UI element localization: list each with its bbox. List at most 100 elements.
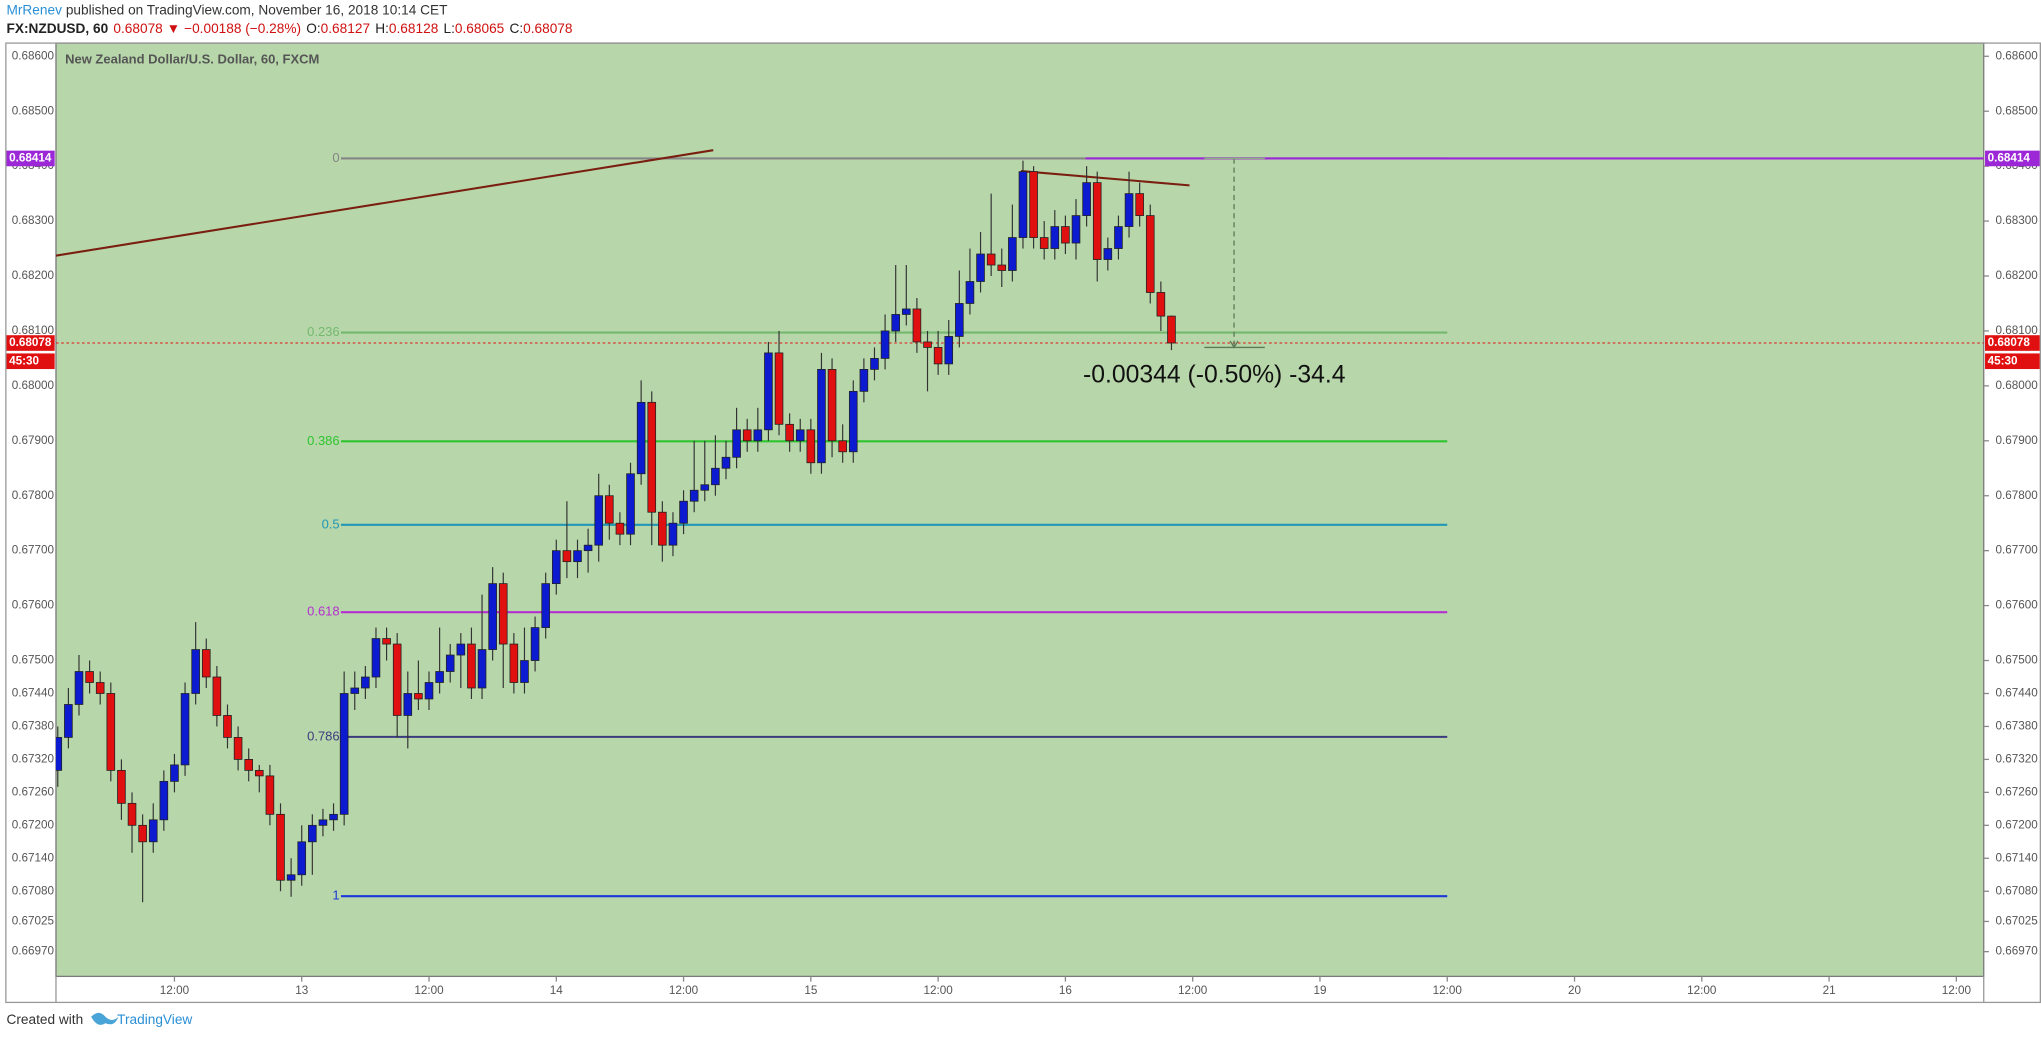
fib-label: 0.786 <box>307 728 340 743</box>
candle-body <box>1071 215 1081 244</box>
x-tick-label: 19 <box>1313 984 1326 997</box>
candle-body <box>414 693 423 700</box>
change: −0.00188 (−0.28%) <box>184 20 301 35</box>
candle-body <box>902 308 911 315</box>
footer-brand[interactable]: TradingView <box>117 1012 192 1027</box>
candle-body <box>1018 171 1028 238</box>
candle-body <box>382 638 391 645</box>
candle-body <box>1145 215 1155 293</box>
y-tick-label: 0.68000 <box>12 379 55 392</box>
y-tick-label: 0.67320 <box>12 752 55 765</box>
y-tick-label: 0.68300 <box>1995 214 2038 227</box>
y-tick-label: 0.67140 <box>12 851 55 864</box>
x-tick-label: 12:00 <box>669 984 699 997</box>
y-tick-label: 0.67320 <box>1995 752 2038 765</box>
candle-body <box>117 769 126 804</box>
y-tick-label: 0.67600 <box>1995 599 2038 612</box>
low: 0.68065 <box>455 20 505 35</box>
price-label: 0.68078 <box>9 336 52 349</box>
candle-body <box>721 456 731 469</box>
candle-body <box>785 423 794 442</box>
candle-body <box>159 780 169 821</box>
x-tick-label: 16 <box>1059 984 1072 997</box>
price-box <box>1985 335 2040 351</box>
fib-label: 0 <box>332 150 339 165</box>
candle-body <box>817 368 826 464</box>
x-tick-label: 12:00 <box>1178 984 1208 997</box>
y-tick-label: 0.68600 <box>12 49 55 62</box>
candle-body <box>711 467 720 486</box>
price-label: 0.68078 <box>1988 336 2031 349</box>
candle-body <box>891 314 900 332</box>
candle-body <box>700 484 710 491</box>
x-tick-label: 12:00 <box>414 984 444 997</box>
candle-body <box>944 336 954 365</box>
candle-body <box>668 522 678 546</box>
x-tick-label: 21 <box>1823 984 1836 997</box>
candle-body <box>64 704 73 738</box>
y-tick-label: 0.67080 <box>12 884 55 897</box>
y-tick-label: 0.67500 <box>1995 654 2038 667</box>
candle-body <box>297 841 307 876</box>
candle-body <box>573 550 582 563</box>
candle-body <box>329 813 338 821</box>
x-tick-label: 12:00 <box>1942 984 1972 997</box>
author[interactable]: MrRenev <box>7 2 63 17</box>
candle-body <box>541 583 550 628</box>
fib-label: 0.236 <box>307 324 340 339</box>
candle-body <box>1156 292 1166 317</box>
candle-body <box>127 802 137 826</box>
candle-body <box>955 303 964 337</box>
candle-body <box>361 676 370 689</box>
x-tick-label: 15 <box>804 984 818 997</box>
candle-body <box>679 500 688 524</box>
candle-body <box>180 693 190 766</box>
candle-body <box>1114 226 1123 249</box>
candle-body <box>424 682 434 700</box>
candle-body <box>148 819 158 843</box>
y-tick-label: 0.67500 <box>12 654 55 667</box>
y-tick-label: 0.68600 <box>1995 49 2038 62</box>
y-tick-label: 0.67440 <box>1995 687 2038 700</box>
candle-body <box>445 654 455 672</box>
candle-body <box>520 660 529 683</box>
candle-body <box>95 682 105 694</box>
close-label: C: <box>509 20 523 35</box>
y-tick-label: 0.67700 <box>1995 544 2038 557</box>
fib-label: 0.386 <box>307 433 340 448</box>
candle-body <box>774 352 784 425</box>
candle-body <box>106 693 116 771</box>
candle-body <box>456 643 466 656</box>
candle-body <box>498 583 508 645</box>
y-tick-label: 0.67025 <box>12 915 55 928</box>
hline-box <box>6 150 55 167</box>
candle-body <box>85 671 94 683</box>
high: 0.68128 <box>389 20 438 35</box>
y-tick-label: 0.67800 <box>1995 489 2038 502</box>
candle-body <box>286 874 296 881</box>
y-tick-label: 0.68500 <box>1995 104 2038 117</box>
y-tick-label: 0.68200 <box>1995 269 2038 282</box>
candle-body <box>244 759 253 771</box>
y-tick-label: 0.67800 <box>12 489 55 502</box>
candle-body <box>138 824 147 843</box>
open-label: O: <box>306 20 320 35</box>
candle-body <box>233 737 243 760</box>
candle-body <box>626 473 635 535</box>
candle-body <box>764 352 773 431</box>
y-tick-label: 0.68100 <box>12 324 55 337</box>
y-tick-label: 0.67900 <box>1995 434 2038 447</box>
candle-body <box>658 511 667 546</box>
measure-label: -0.00344 (-0.50%) -34.4 <box>1083 362 1346 389</box>
y-tick-label: 0.67900 <box>12 434 55 447</box>
candle-body <box>732 429 741 458</box>
candle-body <box>615 522 625 535</box>
high-label: H: <box>375 20 389 35</box>
fib-label: 0.618 <box>307 604 340 619</box>
candle-body <box>1124 193 1134 227</box>
fib-label: 0.5 <box>322 516 340 531</box>
candle-body <box>392 643 402 716</box>
y-tick-label: 0.67380 <box>12 720 55 733</box>
candle-body <box>530 627 540 661</box>
header-line2: FX:NZDUSD, 60 0.68078 ▼ −0.00188 (−0.28%) O:… <box>7 20 573 35</box>
